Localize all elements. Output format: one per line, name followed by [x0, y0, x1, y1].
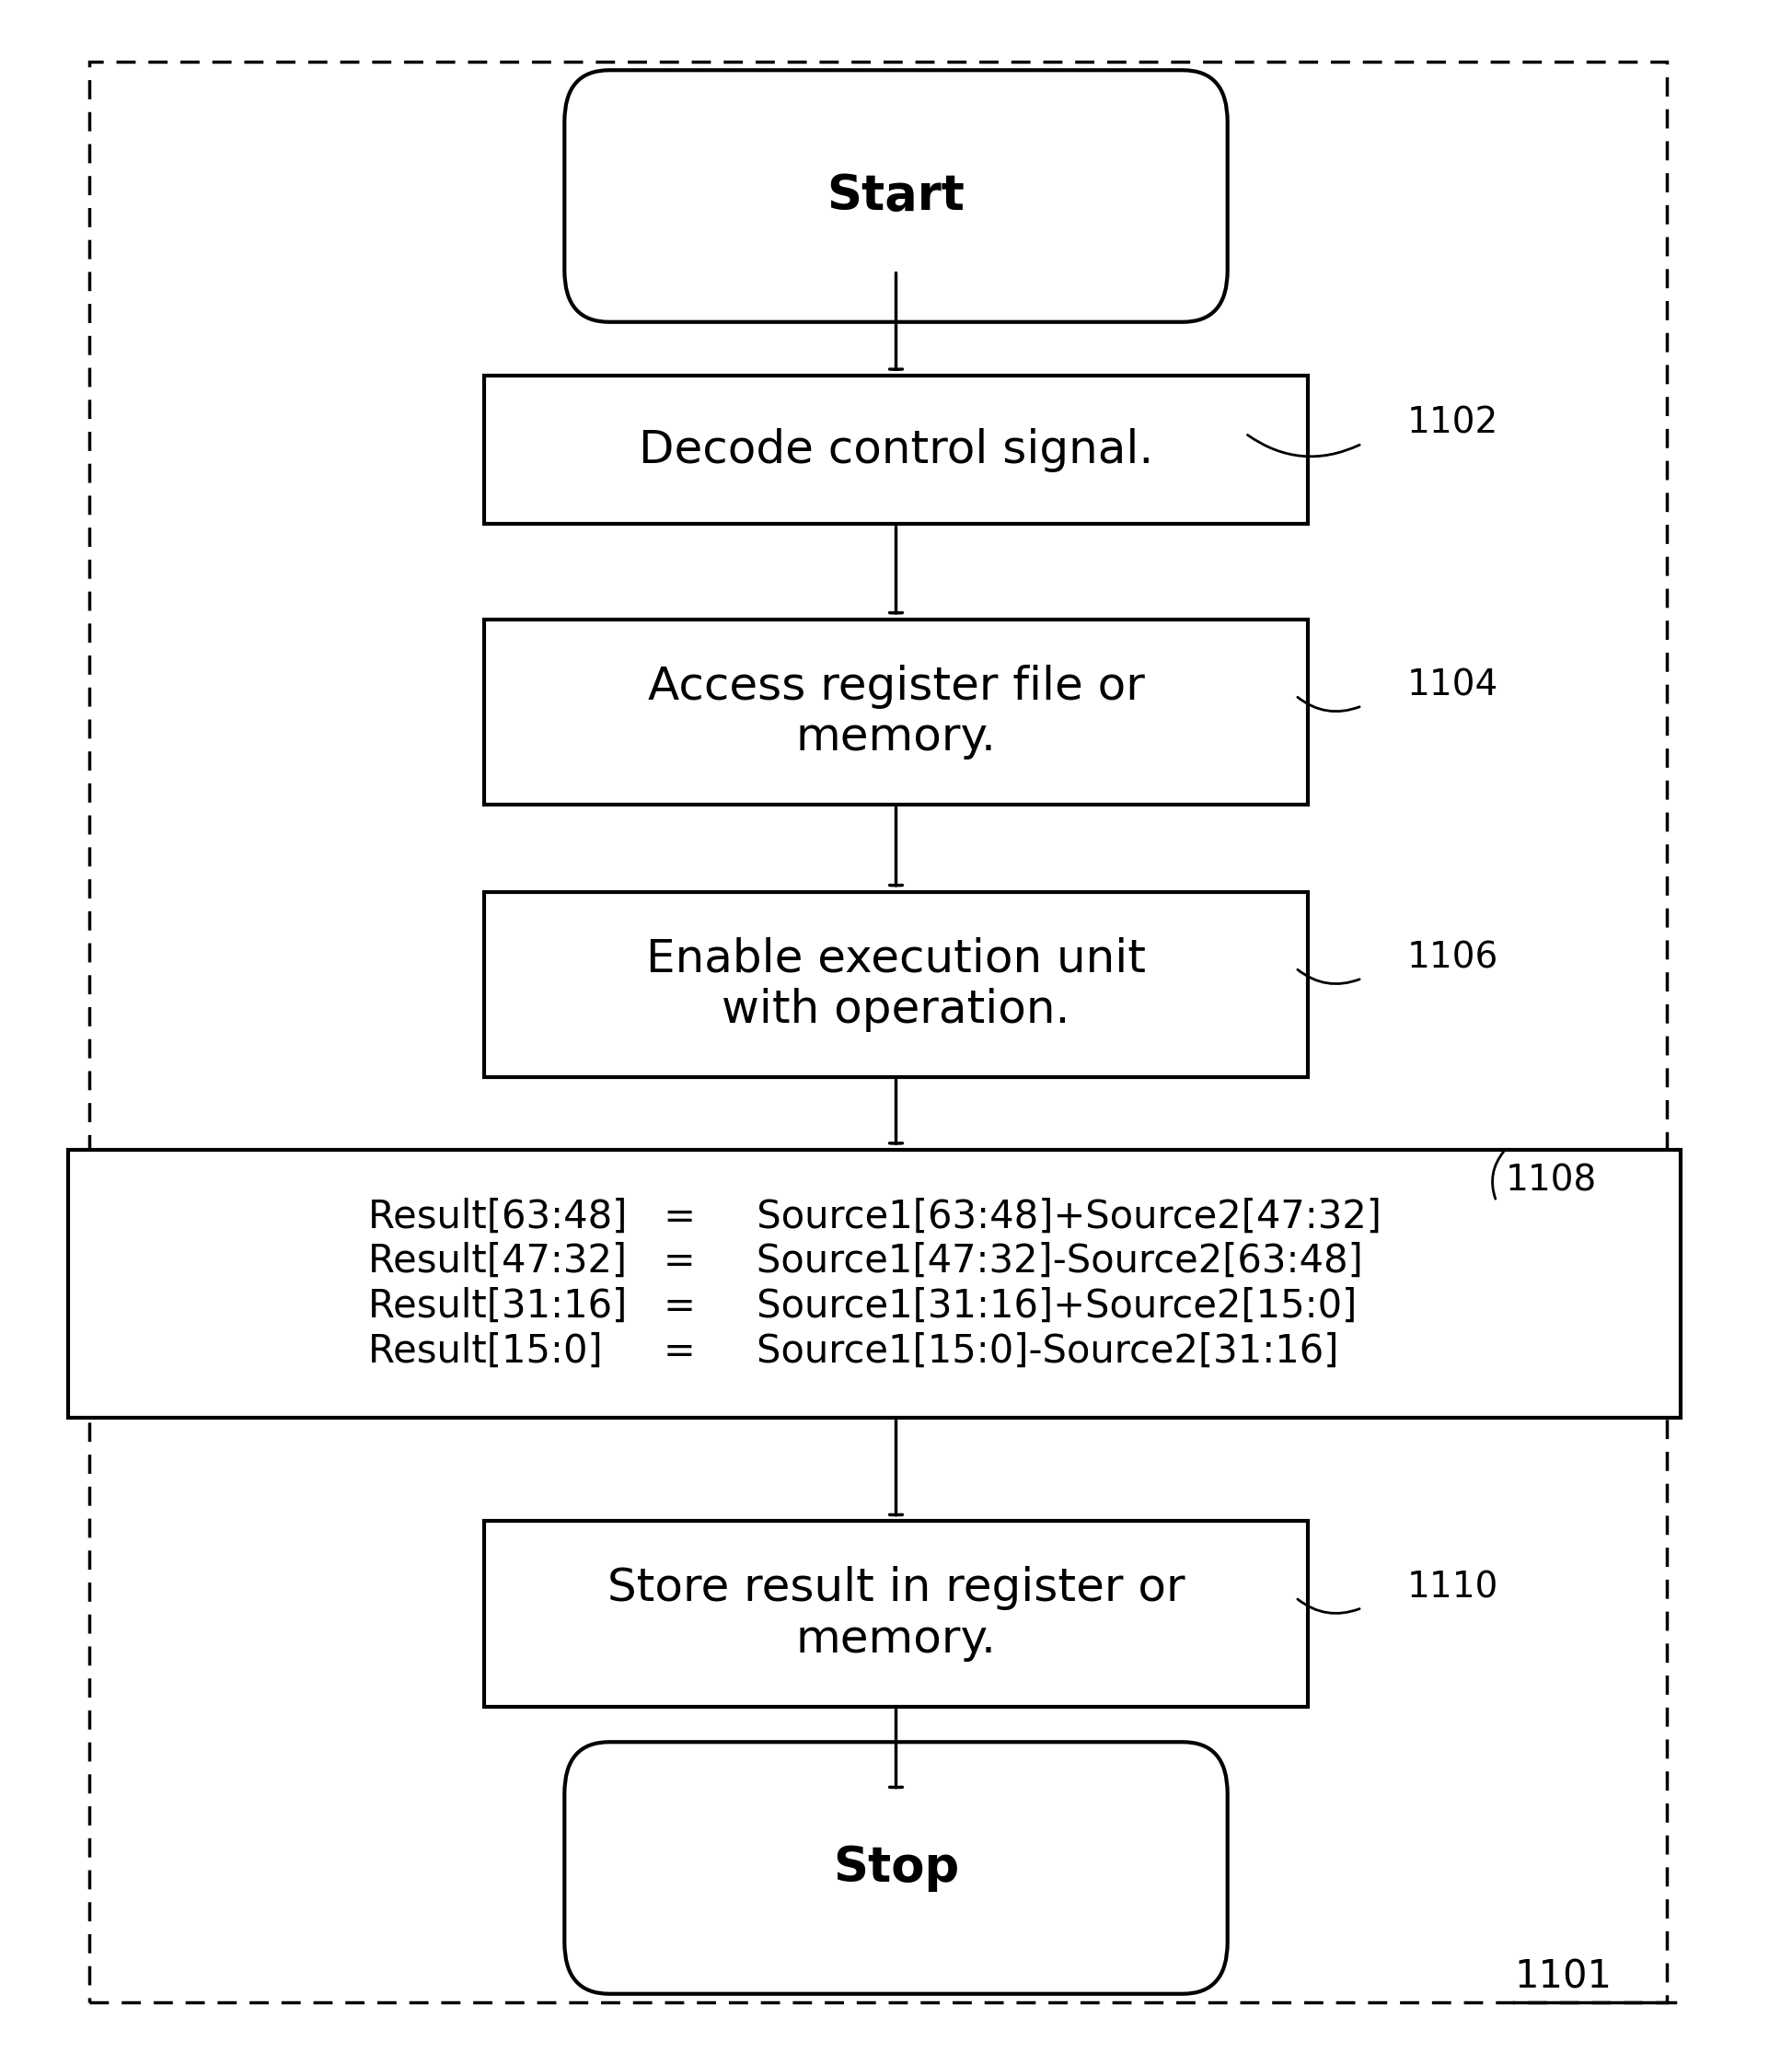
Bar — [484, 376, 1308, 524]
Text: Result[63:48]   =     Source1[63:48]+Source2[47:32]
Result[47:32]   =     Source: Result[63:48] = Source1[63:48]+Source2[4… — [367, 1197, 1382, 1370]
Bar — [484, 892, 1308, 1077]
Text: Enable execution unit
with operation.: Enable execution unit with operation. — [647, 937, 1145, 1032]
FancyBboxPatch shape — [564, 70, 1228, 322]
Text: 1101: 1101 — [1514, 1959, 1611, 1996]
Text: Start: Start — [828, 171, 964, 221]
Text: 1102: 1102 — [1407, 407, 1498, 440]
Text: 1104: 1104 — [1407, 669, 1498, 702]
Text: Store result in register or
memory.: Store result in register or memory. — [607, 1567, 1185, 1662]
FancyBboxPatch shape — [564, 1742, 1228, 1994]
Bar — [484, 619, 1308, 805]
Bar — [68, 1150, 1681, 1418]
Text: Access register file or
memory.: Access register file or memory. — [647, 665, 1145, 760]
Bar — [90, 62, 1667, 2002]
Text: 1108: 1108 — [1505, 1164, 1597, 1197]
Text: Decode control signal.: Decode control signal. — [638, 427, 1154, 473]
Text: 1110: 1110 — [1407, 1571, 1498, 1604]
Text: 1106: 1106 — [1407, 941, 1498, 974]
Bar — [484, 1521, 1308, 1707]
Text: Stop: Stop — [833, 1843, 959, 1893]
